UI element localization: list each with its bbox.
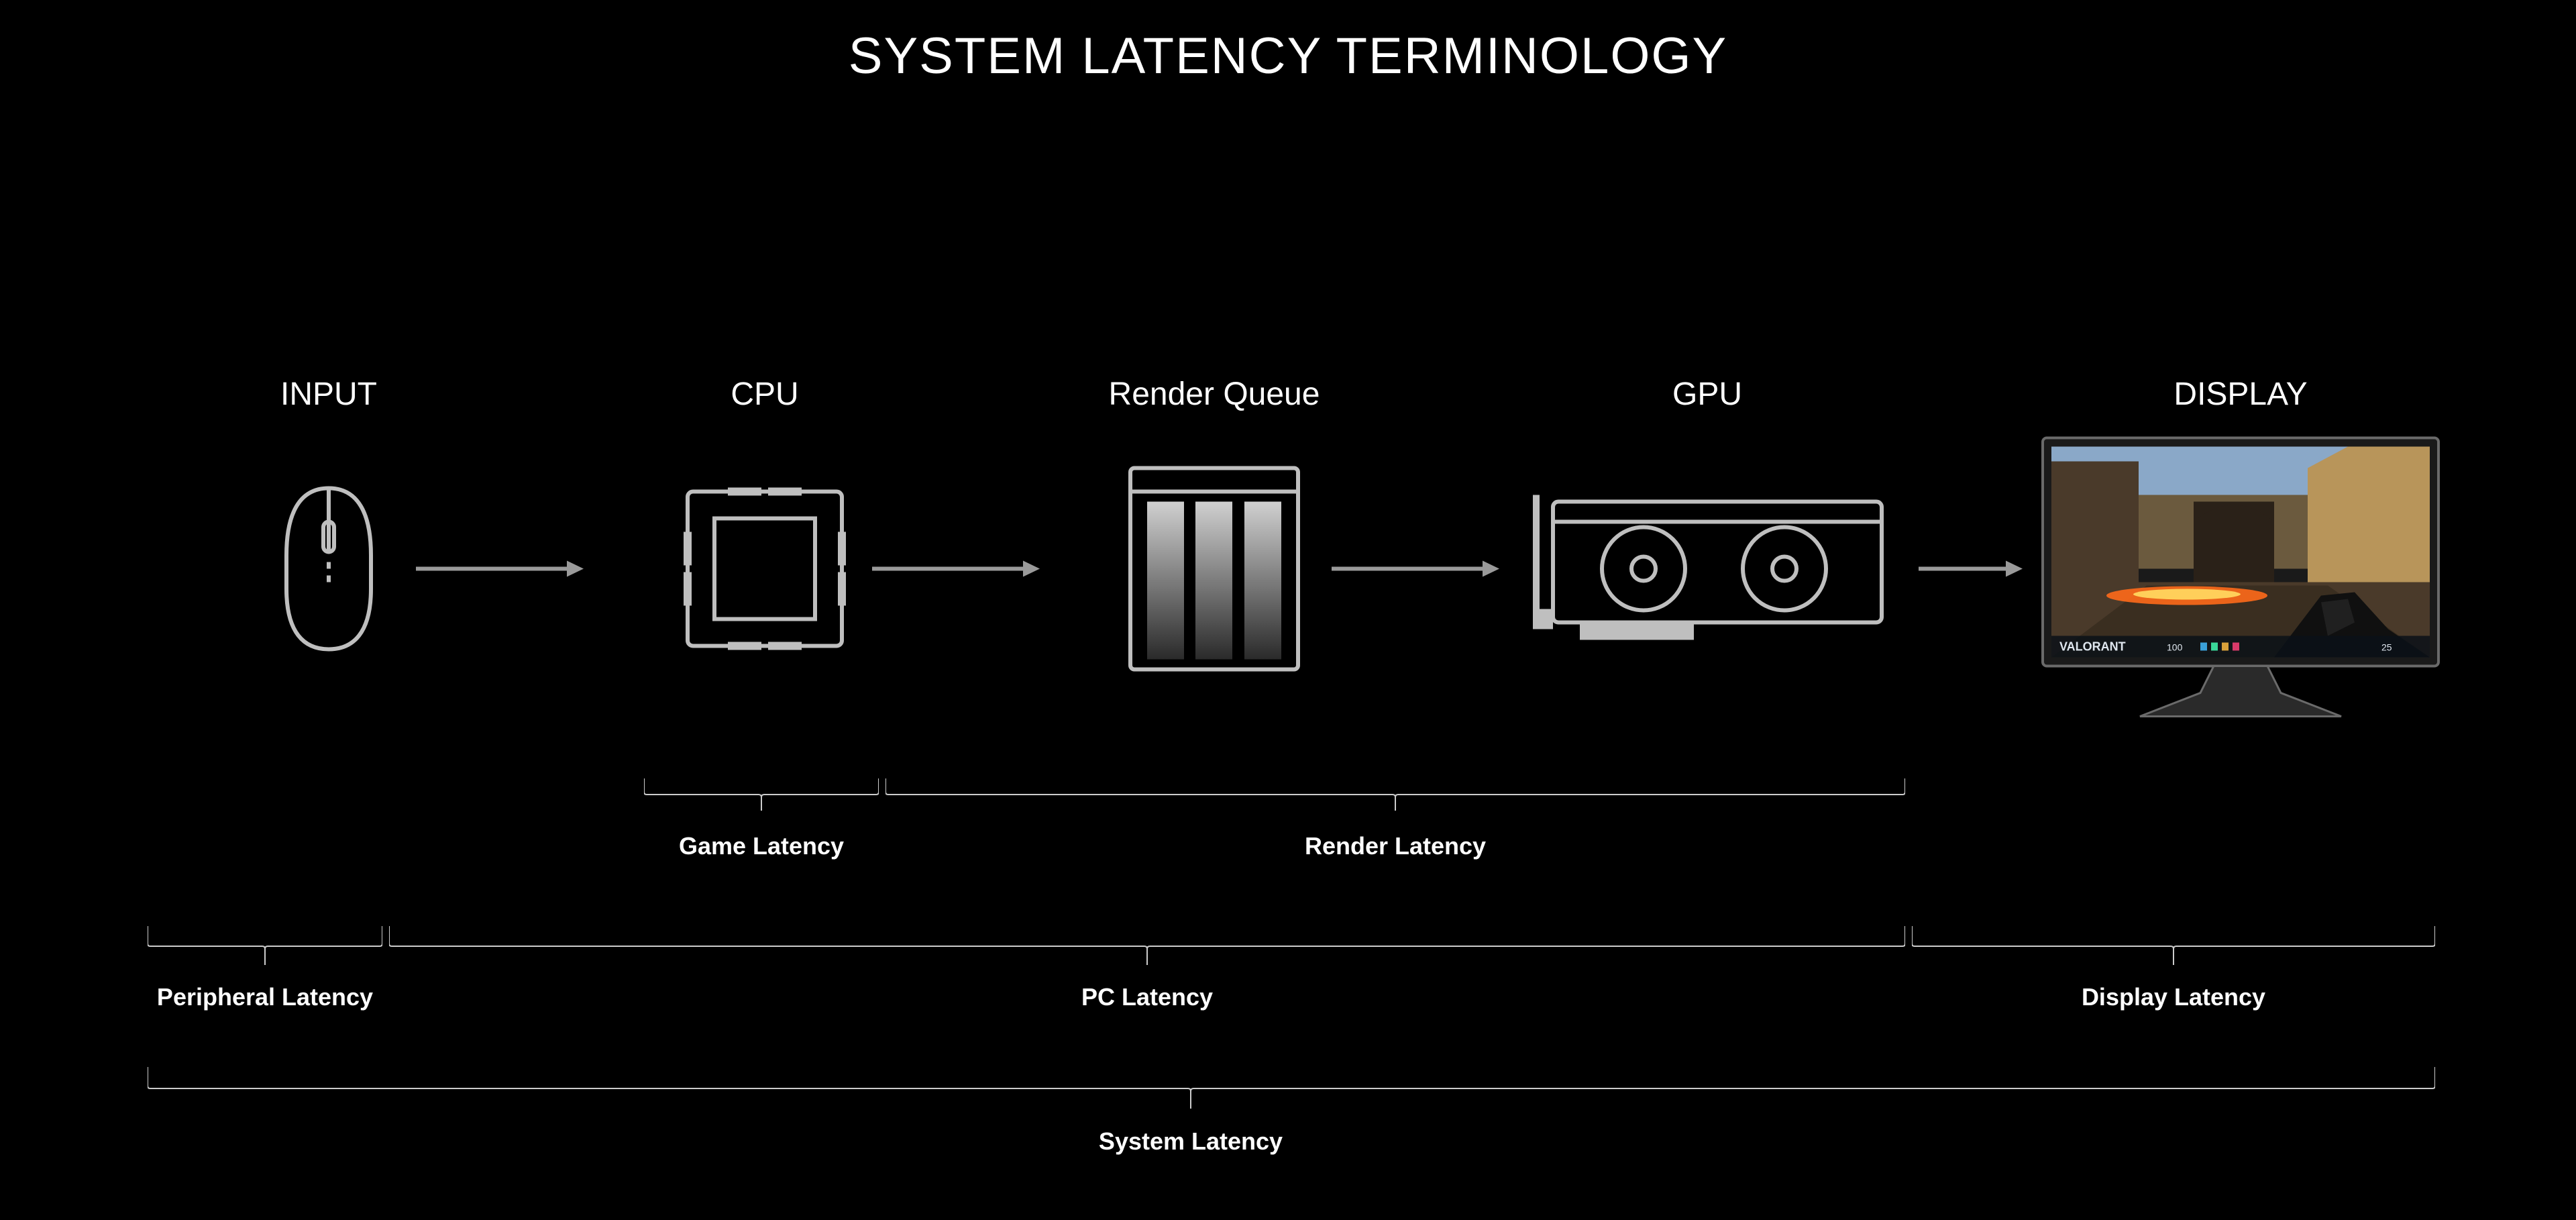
stage-label-cpu: CPU [731, 376, 798, 413]
cpu-icon [664, 468, 865, 673]
brace-system [148, 1067, 2435, 1111]
hud-right-text: 25 [2381, 642, 2392, 653]
brace-game-latency [644, 778, 879, 812]
brace-peripheral [148, 926, 382, 966]
flow-arrow [1919, 556, 2023, 586]
brace-label-display: Display Latency [2082, 983, 2265, 1011]
hud-score-text: 100 [2167, 642, 2183, 653]
brace-display [1912, 926, 2435, 966]
brace-render-latency [885, 778, 1905, 812]
stage-label-rq: Render Queue [1109, 376, 1320, 413]
brace-label-pc: PC Latency [1081, 983, 1213, 1011]
brace-pc [389, 926, 1905, 966]
flow-arrow [1332, 556, 1499, 586]
game-logo-text: VALORANT [2059, 640, 2126, 654]
brace-label-render: Render Latency [1305, 832, 1486, 860]
stage-label-disp: DISPLAY [2174, 376, 2307, 413]
flow-arrow [872, 556, 1040, 586]
display-icon: VALORANT 100 25 [2039, 435, 2442, 733]
mouse-icon [272, 482, 386, 660]
render-queue-icon [1127, 465, 1301, 676]
stage-label-input: INPUT [280, 376, 377, 413]
diagram-title: SYSTEM LATENCY TERMINOLOGY [0, 27, 2576, 85]
brace-label-game: Game Latency [679, 832, 844, 860]
brace-label-system: System Latency [1099, 1127, 1283, 1156]
stage-label-gpu: GPU [1672, 376, 1742, 413]
brace-label-peripheral: Peripheral Latency [157, 983, 373, 1011]
gpu-icon [1519, 475, 1895, 666]
flow-arrow [416, 556, 584, 586]
